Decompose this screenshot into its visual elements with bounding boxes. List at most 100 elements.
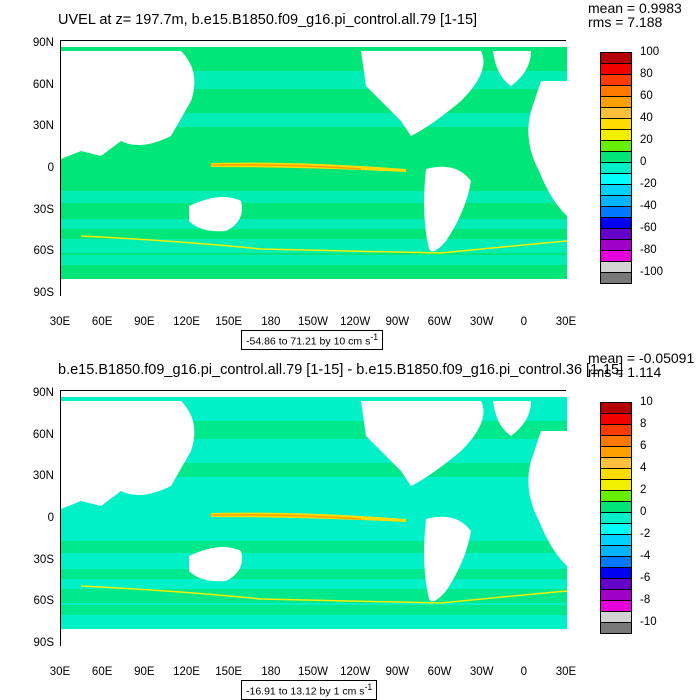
- southern-jet: [80, 235, 567, 254]
- colorbar-label: 60: [640, 90, 653, 102]
- lon-tick-label: 30W: [469, 666, 494, 678]
- lat-tick-label: 60N: [32, 428, 54, 441]
- lon-tick-label: 60W: [427, 666, 452, 678]
- land-mass: [61, 391, 567, 397]
- colorbar-label: -40: [640, 200, 657, 212]
- colorbar-label: -4: [640, 550, 651, 562]
- plot-title: UVEL at z= 197.7m, b.e15.B1850.f09_g16.p…: [58, 12, 478, 28]
- unit-exponent: -1: [364, 682, 373, 692]
- land-mass: [528, 81, 567, 216]
- lon-tick-label: 30E: [555, 316, 577, 328]
- colorbar-label: 20: [640, 134, 653, 146]
- colorbar-label: 10: [640, 396, 653, 408]
- lon-tick-label: 30W: [469, 316, 494, 328]
- map-field: [61, 41, 567, 297]
- land-mass: [361, 51, 484, 136]
- land-mass: [528, 431, 567, 566]
- lat-tick-label: 0: [47, 162, 54, 174]
- land-mass: [61, 401, 195, 509]
- lon-tick-label: 90W: [385, 666, 410, 678]
- colorbar-label: 2: [640, 484, 647, 496]
- ocean-band: [61, 255, 567, 265]
- land-mass: [189, 197, 242, 232]
- bottom-panel: b.e15.B1850.f09_g16.pi_control.all.79 [1…: [0, 350, 700, 700]
- equatorial-current-core: [210, 514, 362, 520]
- colorbar-swatch: [600, 272, 632, 284]
- lon-tick-label: 90W: [385, 316, 410, 328]
- unit-exponent: -1: [370, 332, 379, 342]
- colorbar-label: -20: [640, 178, 657, 190]
- colorbar-label: 100: [640, 46, 660, 58]
- colorbar-label: -6: [640, 572, 651, 584]
- lon-tick-label: 90E: [134, 666, 155, 678]
- colorbar-label: 40: [640, 112, 653, 124]
- colorbar-label: 8: [640, 418, 647, 430]
- lon-tick-label: 150E: [215, 666, 243, 678]
- contour-range-box: -54.86 to 71.21 by 10 cm s-1: [241, 330, 384, 350]
- land-mass: [424, 516, 471, 602]
- ocean-band: [61, 219, 567, 229]
- lat-tick-label: 90N: [32, 37, 54, 49]
- land-mass: [361, 401, 484, 486]
- colorbar-label: 0: [640, 506, 647, 518]
- lat-tick-label: 30S: [33, 553, 54, 566]
- land-mass: [61, 629, 567, 647]
- lon-tick-label: 90E: [134, 316, 155, 328]
- land-mass: [493, 401, 531, 436]
- land-mass: [61, 51, 195, 159]
- map-frame: [60, 40, 567, 297]
- southern-jet: [80, 585, 567, 604]
- contour-range-box: -16.91 to 13.12 by 1 cm s-1: [241, 680, 378, 700]
- ocean-band: [61, 569, 567, 579]
- mean-value: mean = 0.9983: [588, 0, 682, 16]
- lon-tick-label: 180: [261, 666, 281, 678]
- colorbar-label: -10: [640, 616, 657, 628]
- top-panel: UVEL at z= 197.7m, b.e15.B1850.f09_g16.p…: [32, 0, 682, 350]
- land-mass: [61, 279, 567, 297]
- lon-tick-label: 150W: [297, 316, 329, 328]
- map-frame: [60, 390, 567, 647]
- rms-value: rms = 1.114: [588, 364, 662, 380]
- lon-tick-label: 60E: [91, 666, 113, 678]
- colorbar-label: 6: [640, 440, 647, 452]
- rms-value: rms = 7.188: [588, 14, 663, 30]
- colorbar-label: 80: [640, 68, 653, 80]
- mean-value: mean = -0.05091: [588, 350, 695, 366]
- colorbar-label: 4: [640, 462, 647, 474]
- equatorial-current-core: [210, 164, 362, 170]
- colorbar-label: -60: [640, 222, 657, 234]
- lat-tick-label: 60S: [33, 595, 54, 608]
- lat-tick-label: 0: [47, 512, 54, 524]
- colorbar-label: -100: [640, 266, 664, 278]
- lat-tick-label: 90S: [33, 287, 54, 299]
- lat-tick-label: 60S: [33, 245, 54, 258]
- plot-title: b.e15.B1850.f09_g16.pi_control.all.79 [1…: [58, 362, 624, 378]
- lat-tick-label: 30N: [32, 470, 54, 483]
- lon-tick-label: 180: [261, 316, 281, 328]
- land-mass: [61, 41, 567, 47]
- lon-tick-label: 30E: [49, 666, 71, 678]
- colorbar-label: 0: [640, 156, 647, 168]
- lon-tick-label: 150E: [215, 316, 243, 328]
- land-mass: [189, 547, 242, 582]
- colorbar-label: -2: [640, 528, 651, 540]
- lon-tick-label: 0: [520, 316, 528, 328]
- lon-tick-label: 120W: [340, 666, 371, 678]
- ocean-band: [61, 541, 567, 553]
- colorbar-label: -80: [640, 244, 657, 256]
- lon-tick-label: 120E: [173, 316, 200, 328]
- lon-tick-label: 30E: [555, 666, 577, 678]
- lon-tick-label: 120E: [173, 666, 200, 678]
- ocean-band: [61, 605, 567, 615]
- lat-tick-label: 90N: [32, 387, 54, 399]
- colorbar-swatch: [600, 622, 632, 634]
- lat-tick-label: 30S: [33, 203, 54, 216]
- lon-tick-label: 120W: [340, 316, 371, 328]
- lat-tick-label: 90S: [33, 637, 54, 649]
- land-mass: [493, 51, 531, 86]
- contour-range-text: -16.91 to 13.12 by 1 cm s: [246, 685, 365, 698]
- lon-tick-label: 30E: [49, 316, 71, 328]
- ocean-band: [61, 191, 567, 203]
- colorbar-label: -8: [640, 594, 651, 606]
- lon-tick-label: 0: [520, 666, 528, 678]
